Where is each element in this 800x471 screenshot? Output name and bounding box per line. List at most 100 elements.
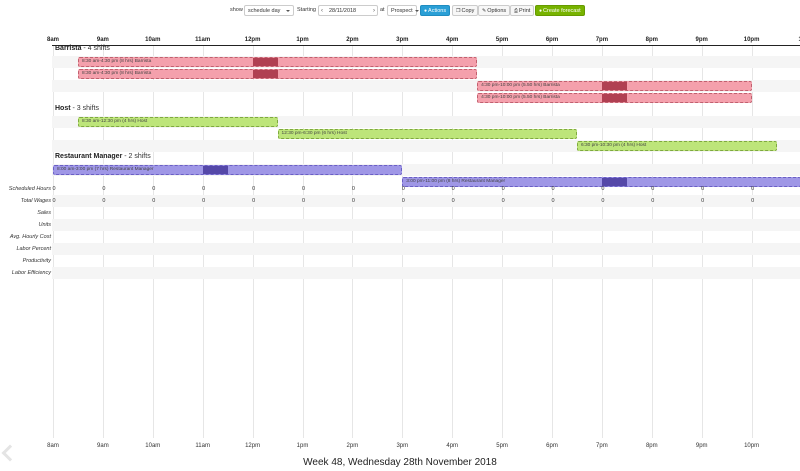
starting-label: Starting: [297, 7, 316, 13]
shift-bar[interactable]: 6:30 pm-10:30 pm (4 hrs) Host: [576, 141, 777, 151]
hour-label: 11am: [195, 37, 211, 43]
hour-gridline: [152, 46, 154, 438]
shift-bar[interactable]: 8:30 am-4:30 pm (8 hrs) Barrista: [77, 69, 478, 79]
hour-label: 3pm: [396, 37, 409, 43]
hour-label-bottom: 7pm: [596, 443, 608, 449]
shift-bar[interactable]: 3:00 pm-11:00 pm (8 hrs) Restaurant Mana…: [402, 177, 800, 187]
shift-count: - 3 shifts: [70, 105, 99, 112]
stat-row: [52, 219, 800, 231]
hour-label-bottom: 9am: [97, 443, 109, 449]
shift-bar[interactable]: 4:30 pm-10:00 pm (5.50 hrs) Barrista: [477, 93, 752, 103]
break-block: [601, 94, 627, 102]
location-select[interactable]: Prospect: [387, 5, 419, 16]
hour-label: 6pm: [545, 37, 559, 43]
prev-date-icon[interactable]: ‹: [321, 8, 323, 14]
shift-bar[interactable]: 8:00 am-3:00 pm (7 hrs) Restaurant Manag…: [53, 165, 403, 175]
stat-label: Sales: [37, 210, 51, 216]
shift-label: 3:00 pm-11:00 pm (8 hrs) Restaurant Mana…: [406, 179, 506, 184]
stat-label: Total Wages: [20, 198, 51, 204]
break-block: [252, 70, 278, 78]
shift-bar[interactable]: 8:30 am-4:30 pm (8 hrs) Barrista: [77, 57, 478, 67]
hour-label-bottom: 6pm: [546, 443, 558, 449]
stat-value: 0: [601, 198, 605, 204]
hour-gridline: [102, 46, 104, 438]
stat-row: [52, 267, 800, 279]
stat-value: 0: [252, 186, 256, 192]
hour-label-bottom: 10am: [145, 443, 161, 449]
hour-gridline: [502, 46, 504, 438]
hour-gridline: [302, 46, 304, 438]
create-forecast-label: Create forecast: [543, 8, 581, 14]
forecast-icon: ●: [539, 8, 543, 14]
stat-value: 0: [202, 198, 206, 204]
print-label: Print: [519, 8, 531, 14]
location-select-value: Prospect: [391, 8, 413, 14]
hour-label-bottom: 8am: [47, 443, 59, 449]
stat-value: 0: [202, 186, 206, 192]
stat-label: Labor Percent: [16, 246, 51, 252]
print-button[interactable]: ⎙Print: [510, 5, 535, 16]
date-value[interactable]: 28/11/2018: [329, 8, 357, 14]
shift-bar[interactable]: 8:30 am-12:30 pm (4 hrs) Host: [77, 117, 278, 127]
create-forecast-button[interactable]: ●Create forecast: [535, 5, 585, 16]
hour-label: 7pm: [595, 37, 609, 43]
hour-label: 9pm: [695, 37, 708, 43]
role-group-title: Barrista - 4 shifts: [55, 45, 110, 52]
role-name: Barrista: [55, 45, 82, 52]
stat-row: [52, 207, 800, 219]
copy-button[interactable]: ❐Copy: [452, 5, 479, 16]
shift-label: 4:30 pm-10:00 pm (5.50 hrs) Barrista: [481, 95, 560, 100]
role-group-title: Restaurant Manager - 2 shifts: [55, 153, 151, 160]
shift-label: 8:00 am-3:00 pm (7 hrs) Restaurant Manag…: [57, 167, 154, 172]
stat-label: Avg. Hourly Cost: [9, 234, 51, 240]
shift-count: - 4 shifts: [81, 45, 110, 52]
shift-label: 8:30 am-4:30 pm (8 hrs) Barrista: [81, 59, 152, 64]
shift-count: - 2 shifts: [122, 153, 151, 160]
actions-button[interactable]: ●Actions: [420, 5, 451, 16]
stat-value: 0: [52, 186, 56, 192]
stat-value: 0: [351, 198, 355, 204]
plus-icon: ●: [424, 8, 428, 14]
toolbar: show schedule day Starting ‹ 28/11/2018 …: [0, 5, 800, 17]
stat-label: Labor Efficiency: [11, 270, 51, 276]
show-label: show: [230, 7, 243, 13]
hour-label: 4pm: [446, 37, 459, 43]
shift-bar[interactable]: 12:30 pm-6:30 pm (6 hrs) Host: [277, 129, 577, 139]
view-select-value: schedule day: [248, 8, 281, 14]
hour-label: 9am: [96, 37, 109, 43]
hour-gridline: [701, 46, 703, 438]
timeline-rule: [52, 45, 800, 46]
hour-gridline: [53, 46, 54, 438]
shift-bar[interactable]: 4:30 pm-10:00 pm (5.50 hrs) Barrista: [477, 81, 752, 91]
role-group-title: Host - 3 shifts: [55, 105, 99, 112]
stat-value: 0: [301, 198, 306, 204]
stat-value: 0: [501, 198, 505, 204]
hour-label: 1pm: [296, 37, 309, 43]
shift-label: 12:30 pm-6:30 pm (6 hrs) Host: [281, 131, 347, 136]
hour-gridline: [651, 46, 653, 438]
stat-label: Scheduled Hours: [8, 186, 51, 192]
hour-gridline: [202, 46, 204, 438]
copy-icon: ❐: [456, 8, 461, 14]
stat-value: 0: [451, 186, 455, 192]
view-select[interactable]: schedule day: [244, 5, 294, 16]
hour-label-bottom: 3pm: [396, 443, 409, 449]
actions-label: Actions: [428, 8, 447, 14]
stat-value: 0: [102, 198, 106, 204]
hour-label-bottom: 9pm: [695, 443, 708, 449]
stat-value: 0: [301, 186, 306, 192]
options-button[interactable]: ✎Options: [478, 5, 511, 16]
next-date-icon[interactable]: ›: [373, 8, 375, 14]
role-name: Host: [55, 105, 71, 112]
hour-label: 10pm: [743, 37, 760, 43]
stat-value: 0: [152, 186, 156, 192]
wrench-icon: ✎: [482, 8, 487, 14]
hour-label: 8pm: [645, 37, 658, 43]
shift-label: 8:30 am-12:30 pm (4 hrs) Host: [81, 119, 148, 124]
stat-label: Productivity: [22, 258, 51, 264]
stat-value: 0: [252, 198, 256, 204]
date-picker[interactable]: ‹ 28/11/2018 ›: [318, 5, 378, 16]
hour-label: 2pm: [346, 37, 359, 43]
stat-value: 0: [401, 186, 405, 192]
chevron-down-icon: [414, 9, 419, 12]
